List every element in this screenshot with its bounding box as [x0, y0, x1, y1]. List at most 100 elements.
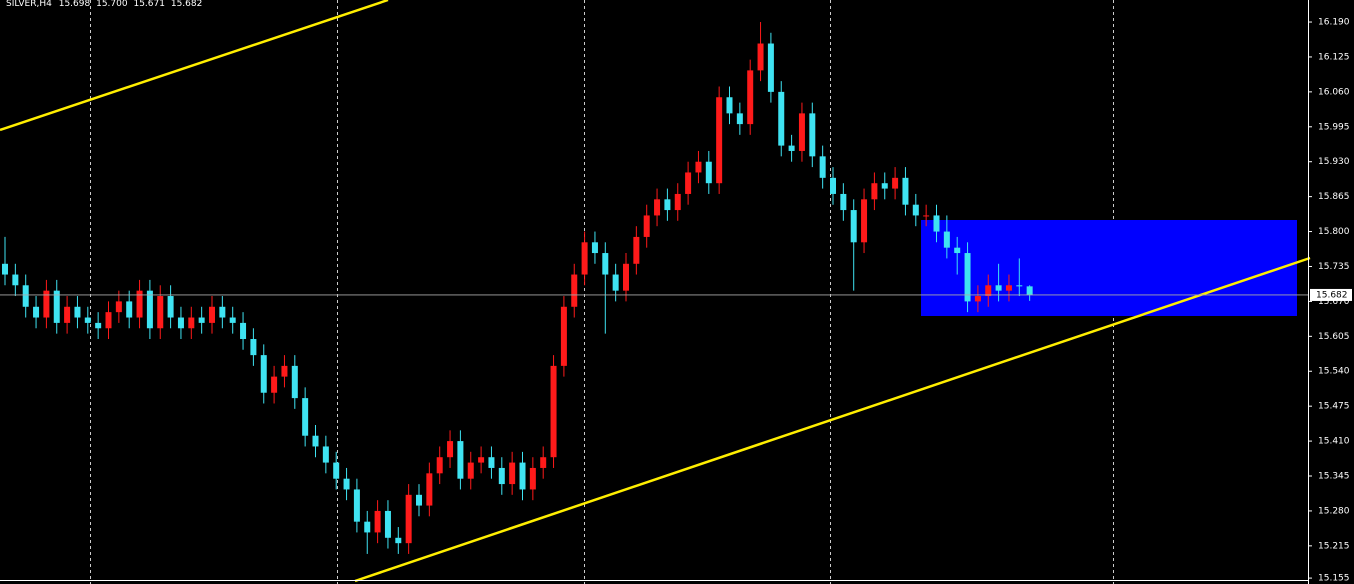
candle-body	[198, 317, 205, 323]
y-tick-label: 15.605	[1318, 332, 1350, 342]
candle-body	[985, 285, 992, 297]
candle-body	[188, 317, 195, 329]
candle-body	[457, 441, 464, 479]
trendline	[0, 0, 389, 132]
candle-body	[519, 462, 526, 490]
y-tick-label: 16.190	[1318, 18, 1350, 28]
y-tick-label: 15.345	[1318, 472, 1350, 482]
candle-body	[105, 312, 112, 329]
candle-body	[509, 462, 516, 485]
candle-body	[591, 242, 598, 254]
candle-body	[12, 274, 19, 286]
candle-body	[654, 199, 661, 216]
candle-body	[291, 365, 298, 399]
candle-body	[581, 242, 588, 275]
header-open: 15.698	[59, 0, 91, 9]
candle-body	[395, 537, 402, 544]
candle-body	[809, 113, 816, 157]
candle-body	[850, 210, 857, 243]
candle-body	[95, 322, 102, 329]
candle-body	[333, 462, 340, 479]
candle-body	[260, 355, 267, 393]
candle-body	[560, 306, 567, 366]
candle-body	[115, 301, 122, 313]
y-tick-label: 15.410	[1318, 437, 1350, 447]
candle-body	[830, 177, 836, 194]
candle-body	[1005, 285, 1012, 291]
candle-body	[1016, 285, 1023, 287]
y-tick-label: 16.125	[1318, 52, 1350, 62]
candle-body	[384, 510, 391, 538]
candle-body	[157, 296, 164, 329]
candle-body	[571, 274, 578, 307]
candles	[2, 22, 1033, 554]
candle-body	[74, 306, 81, 318]
candle-body	[343, 478, 350, 490]
header-low: 15.671	[133, 0, 165, 9]
candle-body	[788, 145, 795, 151]
candle-body	[33, 306, 40, 318]
candle-body	[602, 253, 609, 275]
candle-body	[240, 322, 247, 340]
candle-body	[881, 183, 888, 189]
y-tick-label: 15.155	[1318, 574, 1350, 584]
candle-body	[302, 398, 309, 436]
candle-body	[695, 161, 702, 173]
candle-body	[912, 204, 919, 216]
candle-body	[612, 274, 619, 291]
candle-body	[892, 177, 899, 189]
candle-body	[540, 457, 547, 468]
candle-body	[726, 97, 733, 114]
candle-body	[664, 199, 671, 211]
candle-body	[674, 193, 681, 211]
candle-body	[312, 435, 319, 447]
candle-body	[498, 467, 505, 485]
header-high: 15.700	[96, 0, 128, 9]
candle-body	[974, 296, 981, 302]
candle-body	[219, 306, 226, 318]
candle-body	[271, 376, 278, 393]
candle-body	[436, 457, 443, 474]
candle-body	[861, 199, 868, 243]
y-tick-label: 15.280	[1318, 506, 1350, 516]
y-tick-label: 15.670	[1318, 297, 1350, 307]
candle-body	[53, 290, 60, 323]
candle-body	[954, 247, 961, 254]
candle-body	[136, 290, 143, 318]
y-tick-label: 15.540	[1318, 367, 1350, 377]
candle-body	[943, 231, 950, 248]
candle-body	[747, 70, 754, 125]
candle-body	[1026, 286, 1033, 295]
candle-body	[43, 290, 50, 318]
candle-body	[478, 457, 485, 463]
candle-body	[902, 177, 909, 205]
candle-body	[364, 521, 371, 533]
candle-body	[488, 457, 495, 468]
candle-body	[322, 446, 329, 463]
candle-body	[447, 441, 454, 458]
time-separators	[90, 0, 1114, 584]
y-tick-label: 15.215	[1318, 541, 1350, 551]
candle-body	[167, 296, 174, 318]
rectangle-zone	[921, 220, 1297, 316]
y-tick-label: 15.865	[1318, 192, 1350, 202]
chart-header: SILVER,H4 15.698 15.700 15.671 15.682	[6, 0, 202, 9]
y-tick-label: 15.735	[1318, 262, 1350, 272]
candle-body	[126, 301, 133, 318]
candle-body	[281, 365, 288, 377]
candle-body	[871, 183, 878, 200]
y-tick-label: 15.475	[1318, 402, 1350, 412]
candle-body	[405, 494, 412, 544]
candle-body	[209, 306, 215, 323]
candle-body	[633, 236, 640, 264]
candle-body	[933, 215, 940, 232]
current-price-box	[1310, 288, 1352, 301]
symbol: SILVER,H4	[6, 0, 52, 9]
header-close: 15.682	[171, 0, 203, 9]
candle-body	[736, 113, 743, 125]
candle-body	[964, 253, 971, 302]
candle-body	[923, 215, 930, 217]
candle-body	[64, 306, 71, 323]
candle-body	[685, 172, 692, 194]
